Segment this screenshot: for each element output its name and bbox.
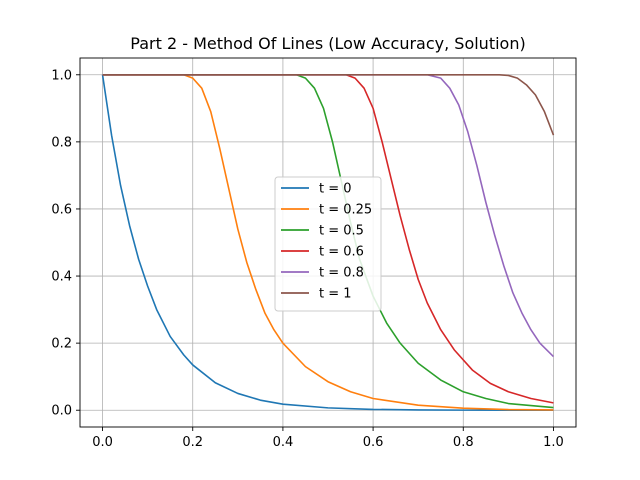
x-tick-label: 0.2 [182, 435, 203, 450]
x-tick-label: 0.0 [92, 435, 113, 450]
series-line-0 [101, 74, 554, 412]
chart-title: Part 2 - Method Of Lines (Low Accuracy, … [130, 34, 525, 53]
legend-label-2: t = 0.5 [319, 224, 364, 239]
series-line-3 [102, 73, 554, 404]
legend-label-3: t = 0.6 [319, 245, 364, 260]
y-tick-label: 0.2 [51, 337, 72, 352]
x-tick-label: 0.8 [453, 435, 474, 450]
y-tick-label: 0.4 [51, 270, 72, 285]
y-tick-label: 0.8 [51, 135, 72, 150]
series-line-4 [102, 73, 555, 358]
y-tick-label: 0.0 [51, 404, 72, 419]
plot-frame [79, 57, 577, 428]
x-tick-label: 0.6 [363, 435, 384, 450]
x-tick-label: 0.4 [273, 435, 294, 450]
legend: t = 0 t = 0.25 t = 0.5 t = 0.6 t = 0.8 t = 1 [274, 176, 382, 312]
legend-box [274, 176, 382, 312]
y-tick-label: 1.0 [51, 68, 72, 83]
x-tick-label: 1.0 [543, 435, 564, 450]
y-tick-label: 0.6 [51, 202, 72, 217]
legend-label-4: t = 0.8 [319, 266, 364, 281]
series-line-5 [102, 73, 555, 136]
legend-label-0: t = 0 [319, 182, 352, 197]
legend-label-5: t = 1 [319, 287, 352, 302]
axes: 0.0 0.2 0.4 0.6 0.8 1.0 0.0 0.2 0.4 0.6 0.8 1.0 [51, 57, 577, 450]
series-line-1 [102, 73, 554, 411]
legend-label-1: t = 0.25 [319, 203, 372, 218]
